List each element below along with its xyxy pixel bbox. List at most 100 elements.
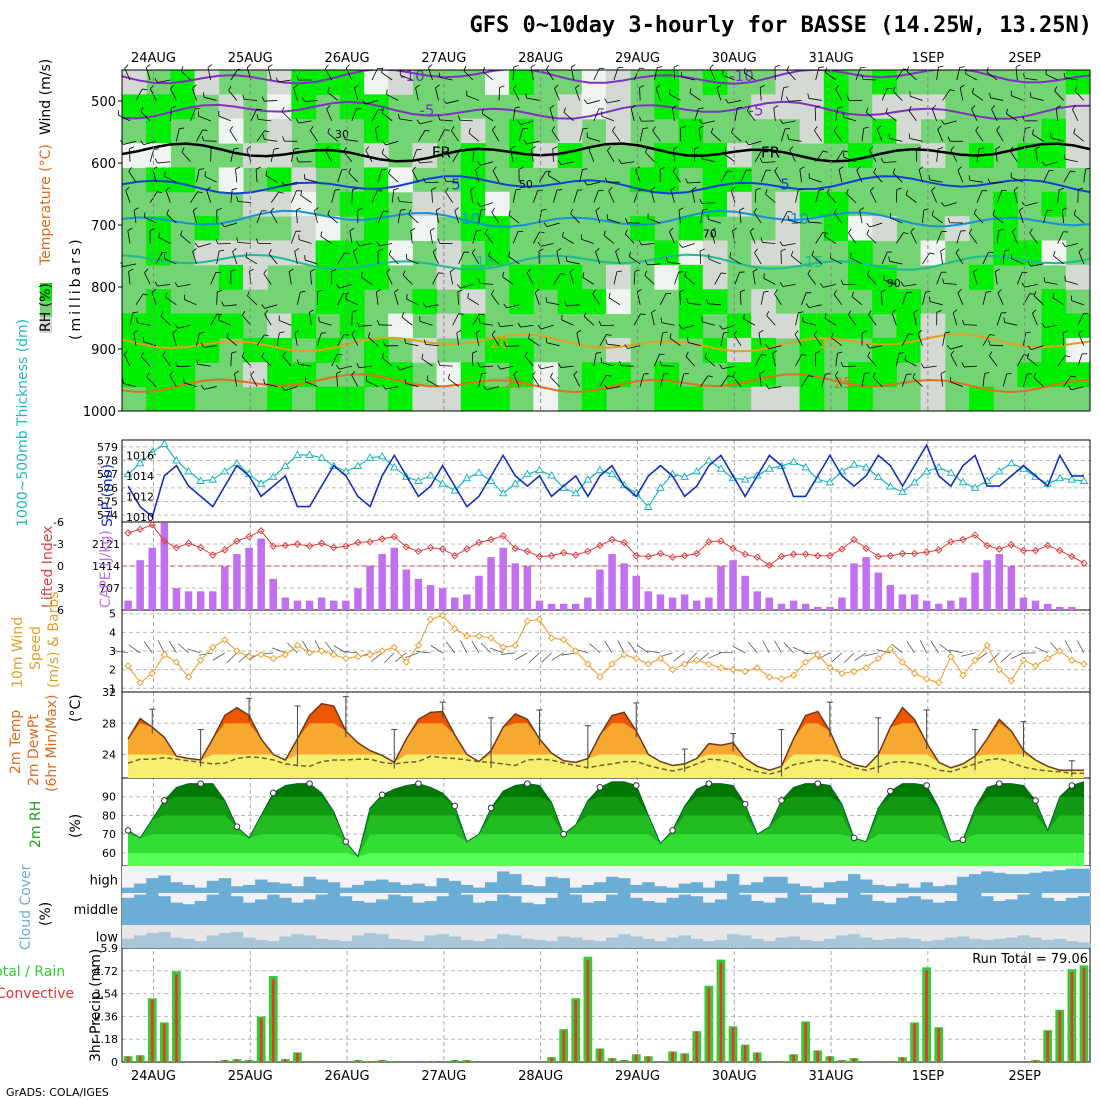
wind-barb — [351, 333, 359, 346]
cloud-fill — [400, 896, 413, 925]
wind-barb-flag — [481, 372, 487, 375]
rh-cell — [848, 386, 873, 412]
wind-barb-flag — [957, 166, 962, 171]
surface-barb — [803, 652, 818, 655]
wind-barb — [353, 251, 359, 265]
wind-barb — [788, 100, 802, 102]
wind-barb — [1024, 202, 1038, 207]
wind-speed-point — [693, 656, 701, 665]
rh-cell — [872, 337, 897, 363]
lifted-index-point — [172, 543, 181, 552]
lifted-index-point — [717, 537, 725, 545]
isotherm-line — [122, 253, 1090, 271]
wind-barb-flag — [309, 126, 314, 131]
wind-barb — [733, 334, 742, 346]
cloud-fill — [1053, 870, 1067, 893]
wind-barb — [439, 364, 453, 367]
wind-barb-flag — [386, 89, 388, 95]
slp-tick: 1012 — [126, 490, 154, 503]
cloud-fill — [823, 904, 837, 925]
surface-barb — [646, 650, 661, 654]
thickness-point — [801, 462, 811, 471]
wind-barb-flag — [916, 146, 922, 150]
wind-barb-flag — [729, 252, 732, 258]
wind-barb — [480, 161, 494, 166]
wind-barb-flag — [219, 249, 225, 252]
chart-title: GFS 0~10day 3-hourly for BASSE (14.25W, … — [469, 13, 1092, 38]
wind-speed-point — [680, 660, 689, 668]
wind-barb-flag — [386, 268, 391, 273]
lifted-index-point — [995, 545, 1003, 553]
wind-barb — [123, 354, 131, 367]
wind-barb-flag — [986, 291, 992, 293]
cape-bar — [729, 560, 737, 610]
rh-cell — [581, 289, 607, 315]
wind-barb-flag — [288, 268, 294, 272]
surface-barb — [416, 651, 431, 654]
wind-barb-flag — [1053, 250, 1056, 256]
wind-barb-flag — [255, 166, 261, 170]
wind-barb-flag — [514, 106, 520, 109]
rh2m-point — [923, 782, 930, 789]
wind-barb-flag — [202, 129, 208, 131]
cloud-fill — [170, 882, 183, 893]
wind-barb-flag — [376, 289, 381, 293]
lifted-index-point — [680, 552, 689, 560]
wind-barb-flag — [343, 147, 347, 152]
cape-bar — [656, 594, 665, 610]
rh-cell — [243, 240, 268, 266]
wind-speed-point — [922, 675, 931, 683]
lifted-index-point — [330, 543, 338, 552]
wind-barb-flag — [650, 186, 656, 191]
wind-speed-point — [935, 678, 943, 687]
wind-barb — [869, 190, 877, 203]
lifted-index-point — [947, 538, 955, 546]
rh-cell — [654, 386, 680, 412]
wind-barb — [197, 363, 211, 367]
rh2m-tick: 60 — [102, 847, 116, 860]
surface-barb — [792, 646, 806, 654]
cape-bar — [971, 572, 979, 610]
wind-barb — [203, 386, 217, 390]
rh2m-point — [524, 780, 531, 787]
wind-barb — [940, 373, 944, 387]
date-label-bottom: 27AUG — [421, 1069, 466, 1084]
cloud-fill — [279, 883, 292, 893]
wind-barb — [834, 375, 843, 387]
precip-conv-bar — [429, 1061, 432, 1062]
wind-barb — [435, 210, 439, 224]
wind-barb-flag — [362, 99, 366, 105]
precip-conv-bar — [828, 1056, 832, 1062]
wind-barb-flag — [1033, 291, 1037, 296]
wind-speed-point — [1043, 654, 1052, 663]
cape-bar — [499, 547, 507, 610]
wind-barb-flag — [263, 378, 265, 384]
lifted-index-point — [741, 550, 749, 558]
wind-tick: 4 — [109, 626, 116, 639]
cloud-fill — [243, 902, 256, 925]
wind-barb — [180, 234, 191, 244]
cloud-fill — [412, 883, 425, 893]
precip-conv-bar — [780, 1061, 783, 1062]
wind-barb — [650, 189, 655, 203]
thickness-tick: 577 — [97, 468, 118, 481]
wind-barb-flag — [128, 268, 134, 272]
wind-barb — [377, 211, 384, 224]
wind-barb-flag — [931, 186, 936, 191]
wind-barb — [786, 70, 796, 81]
wind-barb — [833, 130, 843, 142]
surface-barb — [501, 652, 516, 655]
wind-barb-flag — [1074, 86, 1078, 92]
wind-barb-flag — [869, 146, 873, 151]
wind-barb — [234, 373, 238, 387]
wind-speed-point — [644, 660, 653, 668]
wind-barb — [1006, 113, 1018, 122]
cape-bar — [801, 603, 810, 610]
wind-barb-flag — [488, 251, 491, 257]
wind-barb — [702, 321, 715, 326]
rh-cell — [315, 216, 341, 241]
cape-bar — [741, 575, 749, 610]
wind-barb — [601, 362, 615, 367]
wind-barb — [550, 376, 560, 387]
wind-barb-flag — [546, 170, 552, 173]
